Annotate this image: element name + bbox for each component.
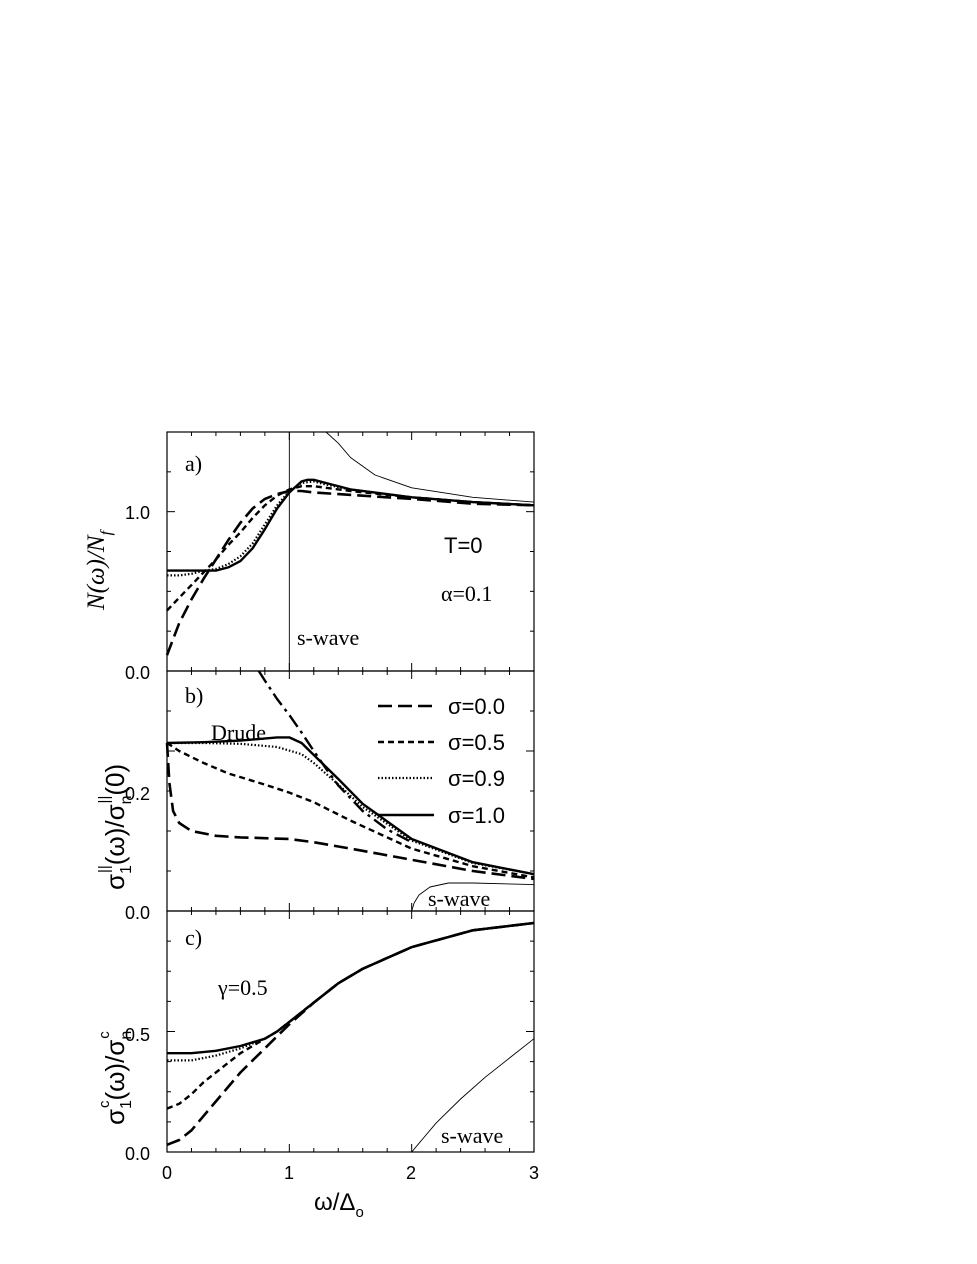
panel-c-ylabel-sub1: 1: [118, 1100, 135, 1109]
series-line-c-solid: [167, 921, 535, 1055]
legend-label: σ=1.0: [448, 803, 505, 828]
panel-c-ylabel: σ1c(ω)/σnc: [96, 1031, 135, 1125]
legend-label: σ=0.5: [448, 730, 505, 755]
panel-b-tag: b): [185, 683, 203, 708]
panel-a-annot-T: T=0: [444, 533, 483, 558]
panel-a-ylabel-main: N(ω)/N: [83, 534, 110, 611]
panel-b-ylabel-sigma: σ: [100, 874, 130, 890]
panel-c-annot-gamma: γ=0.5: [217, 975, 268, 1000]
x-tick-label: 2: [406, 1163, 416, 1183]
series-line-b-dash-dot: [257, 670, 413, 844]
panel-a-ytick: 1.0: [125, 503, 150, 523]
x-axis-label: ω/Δo: [314, 1189, 364, 1221]
legend-label: σ=0.0: [448, 694, 505, 719]
panel-a-tag: a): [185, 451, 202, 476]
tick-marks: [166, 431, 535, 1153]
x-tick-label: 0: [162, 1163, 172, 1183]
panel-c-ylabel-mid: (ω)/σ: [100, 1040, 130, 1101]
legend-label: σ=0.9: [448, 766, 505, 791]
panel-c-ylabel-sup1: c: [96, 1100, 113, 1108]
series-line-c-short-dash: [166, 921, 535, 1110]
x-tick-label: 3: [529, 1163, 539, 1183]
series-line-b-dotted: [167, 741, 535, 876]
panel-b-ylabel-end: (0): [100, 764, 130, 796]
series-line-c-long-dash: [166, 921, 535, 1147]
legend: σ=0.0 σ=0.5 σ=0.9 σ=1.0: [378, 694, 505, 828]
panel-b-ylabel-sub2: n: [118, 795, 135, 804]
series-line-c-thin: [411, 1038, 535, 1153]
panel-b-swave: s-wave: [428, 886, 490, 911]
panel-c-ylabel-sup2: c: [96, 1031, 113, 1039]
panel-c-ytick: 0.0: [125, 1144, 150, 1164]
panel-b-ytick: 0.2: [125, 784, 150, 804]
series-line-b-short-dash: [166, 741, 535, 879]
series-line-a-thin: [289, 431, 535, 503]
x-axis-label-sub: o: [355, 1204, 363, 1221]
panel-a-ylabel: N(ω)/Nf: [83, 528, 115, 611]
panel-b-ytick: 0.0: [125, 903, 150, 923]
panel-a-ylabel-sub: f: [98, 528, 115, 535]
series-line-a-solid: [167, 478, 535, 572]
panel-c-tag: c): [185, 925, 202, 950]
panel-c-ylabel-sigma: σ: [100, 1109, 130, 1125]
panel-c-frame: [166, 910, 535, 1153]
panel-a-ytick: 0.0: [125, 663, 150, 683]
panel-b-ylabel-sup2: ||: [96, 796, 113, 804]
series-line-a-short-dash: [166, 485, 535, 612]
panel-b-ylabel-mid: (ω)/σ: [100, 804, 130, 865]
panel-b-ylabel-sup1: ||: [96, 865, 113, 873]
panel-b-drude: Drude: [211, 720, 266, 745]
series-line-b-thin: [411, 882, 535, 912]
series-line-b-long-dash: [165, 742, 535, 881]
x-axis-label-main: ω/Δ: [314, 1189, 355, 1216]
panel-b-ylabel: σ1||(ω)/σn||(0): [96, 764, 135, 890]
curves: [165, 431, 535, 1153]
panel-c-ytick: 0.5: [125, 1025, 150, 1045]
series-line-a-long-dash: [165, 489, 535, 656]
x-tick-label: 1: [284, 1163, 294, 1183]
panel-c-ylabel-sub2: n: [118, 1031, 135, 1040]
x-tick-labels: 0 1 2 3: [162, 1163, 539, 1183]
panel-b-ylabel-sub1: 1: [118, 865, 135, 874]
panel-c-swave: s-wave: [441, 1123, 503, 1148]
series-line-b-solid: [166, 736, 535, 876]
panel-a-annot-alpha: α=0.1: [441, 581, 492, 606]
panel-a-swave: s-wave: [297, 625, 359, 650]
